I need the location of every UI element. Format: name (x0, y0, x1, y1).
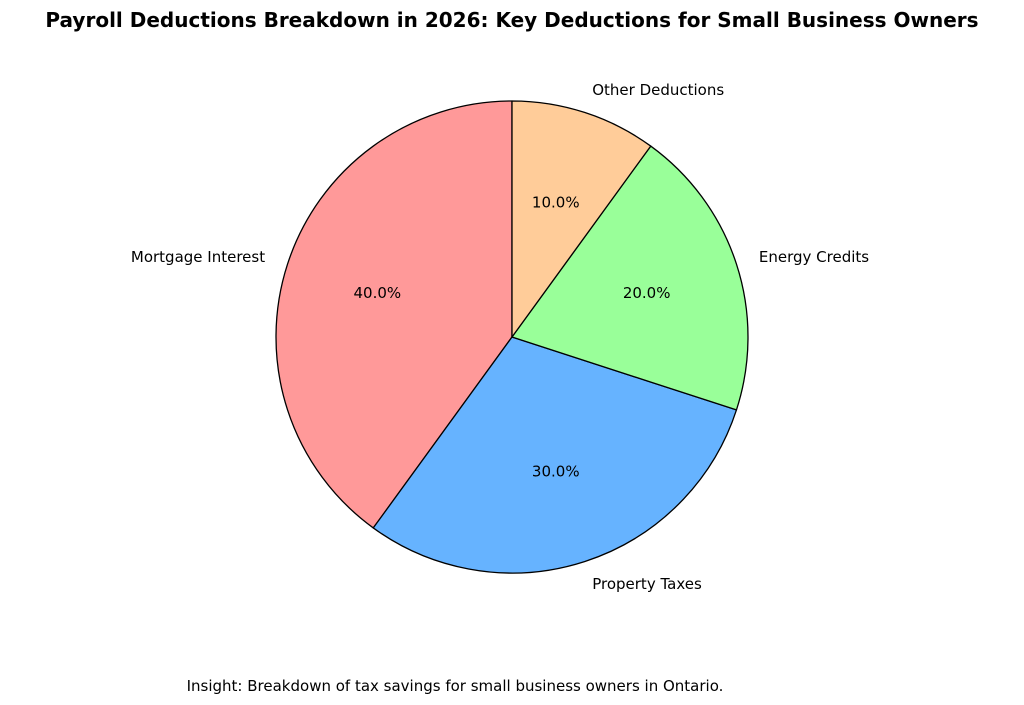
pie-pct-label: 30.0% (532, 463, 580, 481)
pie-pct-label: 20.0% (623, 284, 671, 302)
pie-category-label: Property Taxes (592, 575, 702, 593)
pie-slices (275, 100, 749, 574)
pie-labels: 40.0% Mortgage Interest 30.0% Property Taxe… (131, 81, 869, 593)
chart-title: Payroll Deductions Breakdown in 2026: Ke… (45, 8, 979, 32)
pie-slice-energy-credits (511, 145, 749, 411)
pie-category-label: Mortgage Interest (131, 248, 265, 266)
pie-slice-property-taxes (372, 336, 738, 574)
pie-slice-mortgage-interest (275, 100, 513, 529)
pie-category-label: Energy Credits (759, 248, 869, 266)
insight-annotation: Insight: Breakdown of tax savings for sm… (186, 677, 724, 695)
pie-pct-label: 40.0% (354, 284, 402, 302)
pie-pct-label: 10.0% (532, 193, 580, 211)
pie-slice-other-deductions (511, 100, 652, 338)
pie-category-label: Other Deductions (592, 81, 724, 99)
